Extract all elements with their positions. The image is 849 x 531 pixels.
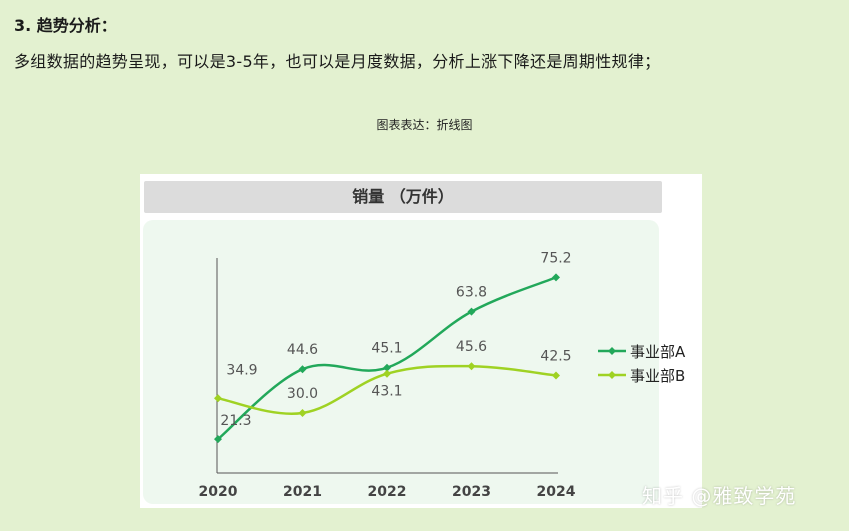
line-chart: 2020 2021 2022 2023 2024 21.3 44.6 45.1 63.8 75.2… xyxy=(199,250,686,500)
data-point xyxy=(552,273,560,282)
x-tick-label: 2020 xyxy=(199,484,238,500)
data-point xyxy=(552,371,560,380)
data-label: 45.6 xyxy=(456,339,487,355)
chart-caption: 图表表达：折线图 xyxy=(376,118,473,132)
series-line xyxy=(217,276,557,441)
data-label: 75.2 xyxy=(540,250,571,266)
data-label: 34.9 xyxy=(226,362,257,378)
data-point xyxy=(214,435,222,444)
legend-label: 事业部B xyxy=(630,367,685,385)
data-point xyxy=(383,369,391,378)
data-point xyxy=(214,394,222,403)
x-tick-label: 2021 xyxy=(283,484,322,500)
x-tick-label: 2024 xyxy=(537,484,576,500)
data-label: 30.0 xyxy=(287,386,318,402)
data-point xyxy=(467,362,476,371)
data-label: 63.8 xyxy=(456,285,487,301)
data-label: 43.1 xyxy=(371,384,402,400)
section-heading: 3. 趋势分析： xyxy=(14,16,117,35)
chart-card: 销量 （万件） 2020 2021 2022 2023 2024 21.3 44.6 45.1… xyxy=(140,174,702,508)
legend-label: 事业部A xyxy=(630,343,686,361)
section-description: 多组数据的趋势呈现，可以是3-5年，也可以是月度数据，分析上涨下降还是周期性规律… xyxy=(14,52,661,71)
legend-marker xyxy=(608,347,616,355)
data-point xyxy=(383,363,391,372)
x-tick-label: 2023 xyxy=(452,484,491,500)
legend-marker xyxy=(608,371,616,379)
data-point xyxy=(298,409,307,417)
data-label: 44.6 xyxy=(287,342,318,358)
data-label: 45.1 xyxy=(371,341,402,357)
data-point xyxy=(467,307,476,316)
watermark: 知乎 @雅致学苑 xyxy=(642,484,797,508)
chart-title: 销量 （万件） xyxy=(144,181,662,213)
data-point xyxy=(298,365,307,374)
data-label: 21.3 xyxy=(220,413,251,429)
data-label: 42.5 xyxy=(540,349,571,365)
x-tick-label: 2022 xyxy=(368,484,407,500)
